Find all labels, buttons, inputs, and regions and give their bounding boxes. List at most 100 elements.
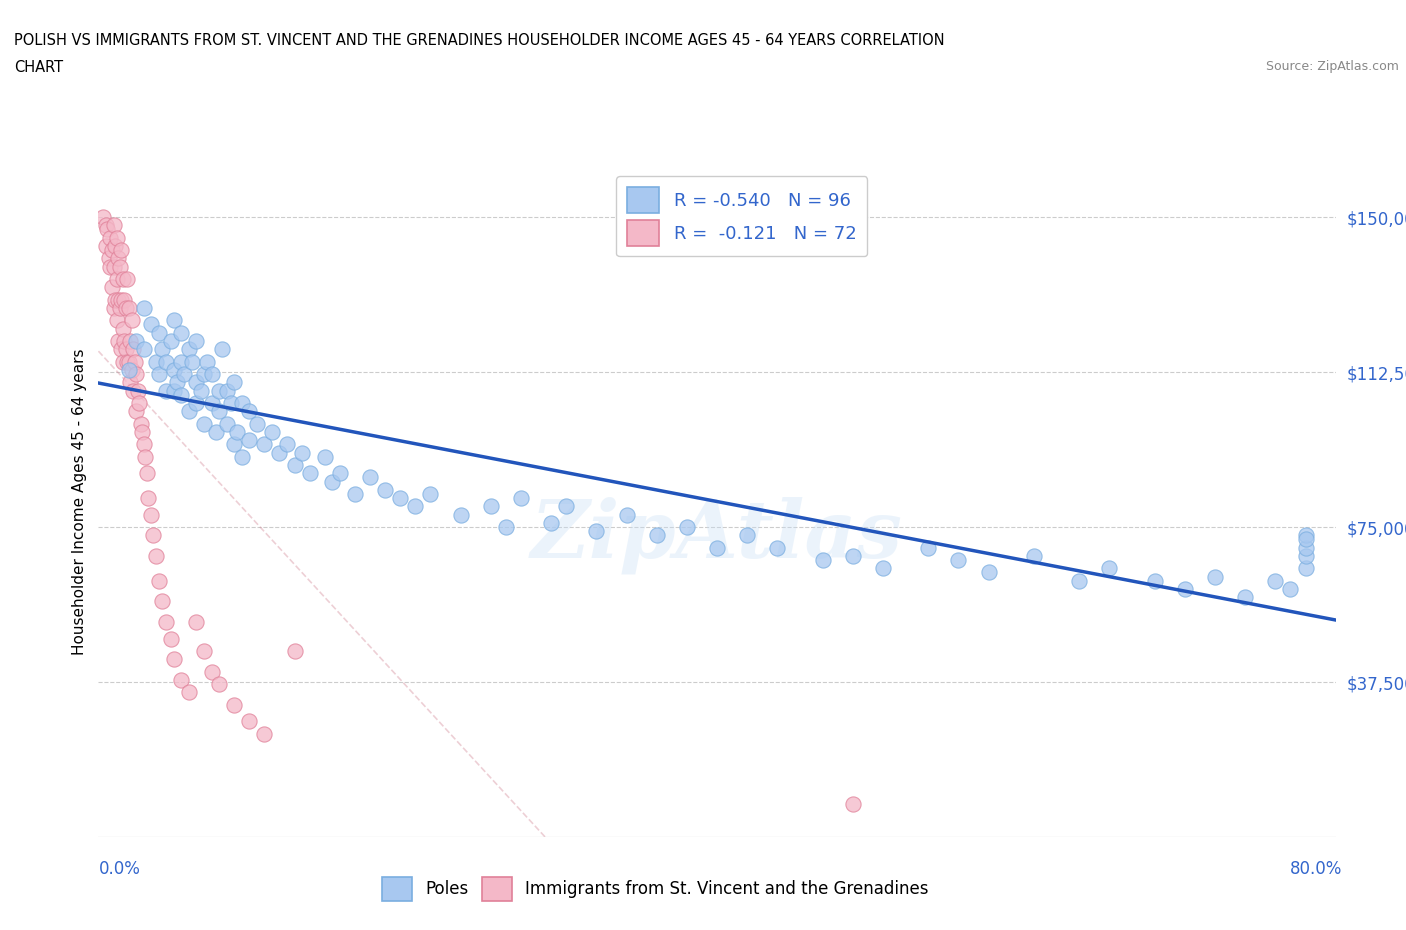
Point xyxy=(141,507,163,522)
Point xyxy=(205,424,228,439)
Point xyxy=(101,280,124,295)
Point xyxy=(148,326,170,340)
Point xyxy=(200,366,222,381)
Point xyxy=(238,404,260,418)
Point xyxy=(120,334,142,349)
Point xyxy=(142,528,165,543)
Point xyxy=(148,366,170,381)
Point xyxy=(94,238,117,253)
Point xyxy=(208,677,231,692)
Point xyxy=(616,507,638,522)
Point xyxy=(200,395,222,410)
Point xyxy=(329,466,352,481)
Legend: Poles, Immigrants from St. Vincent and the Grenadines: Poles, Immigrants from St. Vincent and t… xyxy=(374,869,936,909)
Point xyxy=(298,466,321,481)
Point xyxy=(122,383,145,398)
Point xyxy=(132,437,155,452)
Point xyxy=(585,524,607,538)
Point xyxy=(128,395,150,410)
Point xyxy=(160,334,183,349)
Point xyxy=(269,445,291,460)
Point xyxy=(91,209,114,224)
Point xyxy=(103,300,125,315)
Text: ZipAtlas: ZipAtlas xyxy=(531,497,903,575)
Point xyxy=(246,417,269,432)
Point xyxy=(872,561,894,576)
Point xyxy=(145,549,167,564)
Point xyxy=(107,251,129,266)
Point xyxy=(125,366,148,381)
Point xyxy=(219,395,242,410)
Point xyxy=(107,292,129,307)
Point xyxy=(163,312,186,327)
Point xyxy=(155,615,177,630)
Point xyxy=(103,218,125,232)
Point xyxy=(186,395,208,410)
Point xyxy=(238,714,260,729)
Point xyxy=(842,796,865,811)
Point xyxy=(1204,569,1226,584)
Point xyxy=(186,375,208,390)
Point xyxy=(224,437,246,452)
Point xyxy=(94,218,117,232)
Point xyxy=(231,449,253,464)
Point xyxy=(291,445,314,460)
Point xyxy=(1295,561,1317,576)
Point xyxy=(135,466,157,481)
Point xyxy=(193,417,215,432)
Point xyxy=(224,375,246,390)
Point xyxy=(125,334,148,349)
Point xyxy=(238,432,260,447)
Point xyxy=(735,528,758,543)
Point xyxy=(766,540,789,555)
Point xyxy=(540,515,562,530)
Point xyxy=(150,594,173,609)
Point xyxy=(193,644,215,658)
Point xyxy=(1174,581,1197,596)
Point xyxy=(170,672,193,687)
Point xyxy=(1295,549,1317,564)
Point xyxy=(117,363,139,378)
Point xyxy=(314,449,336,464)
Text: POLISH VS IMMIGRANTS FROM ST. VINCENT AND THE GRENADINES HOUSEHOLDER INCOME AGES: POLISH VS IMMIGRANTS FROM ST. VINCENT AN… xyxy=(14,33,945,47)
Point xyxy=(105,231,128,246)
Point xyxy=(104,292,127,307)
Point xyxy=(170,354,193,369)
Point xyxy=(120,375,142,390)
Point xyxy=(211,342,233,357)
Point xyxy=(127,383,149,398)
Point xyxy=(284,458,307,472)
Point xyxy=(706,540,728,555)
Point xyxy=(1279,581,1302,596)
Point xyxy=(181,354,204,369)
Point xyxy=(110,292,132,307)
Point xyxy=(977,565,1000,580)
Point xyxy=(215,417,238,432)
Point xyxy=(253,437,276,452)
Point xyxy=(645,528,668,543)
Point xyxy=(115,272,138,286)
Point xyxy=(186,334,208,349)
Point xyxy=(131,424,153,439)
Point xyxy=(948,552,970,567)
Point xyxy=(1295,540,1317,555)
Point xyxy=(100,259,122,274)
Point xyxy=(374,483,396,498)
Point xyxy=(208,383,231,398)
Point xyxy=(100,231,122,246)
Point xyxy=(200,664,222,679)
Point xyxy=(96,222,118,237)
Point xyxy=(343,486,366,501)
Point xyxy=(389,491,412,506)
Point xyxy=(112,334,135,349)
Point xyxy=(170,387,193,402)
Point xyxy=(111,321,134,336)
Point xyxy=(190,383,212,398)
Point xyxy=(104,238,127,253)
Point xyxy=(231,395,253,410)
Point xyxy=(111,354,134,369)
Point xyxy=(155,383,177,398)
Point xyxy=(145,354,167,369)
Point xyxy=(122,342,145,357)
Point xyxy=(215,383,238,398)
